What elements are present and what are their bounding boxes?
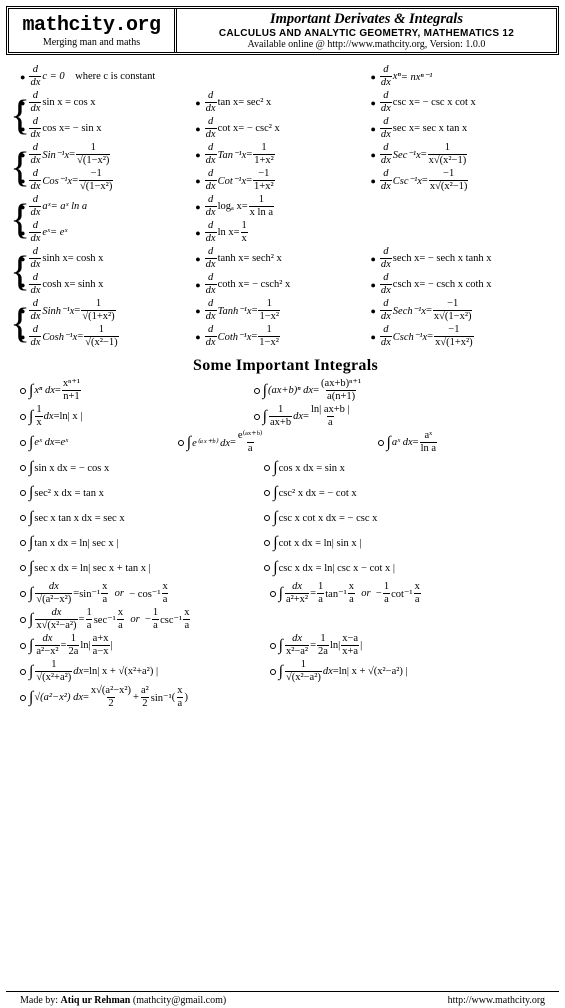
site-name: mathcity.org <box>22 14 160 37</box>
page-root: mathcity.org Merging man and maths Impor… <box>0 0 565 1008</box>
int-r13: ∫√(a²−x²) dx = x√(a²−x²)2+a²2sin⁻¹(xa) <box>20 686 551 709</box>
int-trig-row: ∫tan x dx = ln| sec x |∫cot x dx = ln| s… <box>20 532 551 554</box>
footer-right: http://www.mathcity.org <box>448 995 545 1006</box>
rhs: = nxⁿ⁻¹ <box>401 71 433 83</box>
title-sub: CALCULUS AND ANALYTIC GEOMETRY, MATHEMAT… <box>219 28 514 39</box>
int-trig-row: ∫sec x tan x dx = sec x∫csc x cot x dx =… <box>20 507 551 529</box>
title-main: Important Derivates & Integrals <box>270 11 463 28</box>
footer-left: Made by: Atiq ur Rehman (mathcity@gmail.… <box>20 995 226 1006</box>
group-explog: { ●ddxaˣ= aˣ ln a●ddxlogₐ x = 1x ln a ●d… <box>20 195 551 247</box>
group-trig: { ●ddxsin x = cos x●ddxtan x= sec² x●ddx… <box>20 91 551 143</box>
footer: Made by: Atiq ur Rehman (mathcity@gmail.… <box>6 991 559 1006</box>
f: c = 0 <box>42 71 64 82</box>
lhs: xⁿ <box>393 71 401 82</box>
group-invtrig: { ●ddxSin⁻¹x=1√(1−x²)●ddxTan⁻¹x=11+x²●dd… <box>20 143 551 195</box>
tagline: Merging man and maths <box>43 37 140 48</box>
int-r3: ∫eˣ dx=eˣ ∫e⁽ᵃˣ⁺ᵇ⁾ dx=e⁽ᵃˣ⁺ᵇ⁾a ∫aˣ dx=aˣ… <box>20 431 551 454</box>
int-r11: ∫dxa²−x² = 12aln|a+xa−x| ∫dxx²−a² = 12al… <box>20 634 551 657</box>
page-header: mathcity.org Merging man and maths Impor… <box>6 6 559 55</box>
title-info: Available online @ http://www.mathcity.o… <box>248 39 486 50</box>
content: ●ddxc = 0 where c is constant ●ddxxⁿ= nx… <box>6 61 559 991</box>
int-trig-row: ∫sin x dx = − cos x∫cos x dx = sin x <box>20 457 551 479</box>
int-trig-row: ∫sec² x dx = tan x∫csc² x dx = − cot x <box>20 482 551 504</box>
integrals-title: Some Important Integrals <box>20 357 551 375</box>
int-trig-row: ∫sec x dx = ln| sec x + tan x |∫csc x dx… <box>20 557 551 579</box>
int-r1: ∫xⁿ dx = xⁿ⁺¹n+1 ∫(ax+b)ⁿ dx = (ax+b)ⁿ⁺¹… <box>20 379 551 402</box>
int-r10: ∫dxx√(x²−a²) = 1asec⁻¹xa or −1acsc⁻¹xa <box>20 608 551 631</box>
int-r12: ∫1√(x²+a²)dx = ln| x + √(x²+a²) | ∫1√(x²… <box>20 660 551 683</box>
int-r2: ∫1xdx=ln| x | ∫1ax+bdx=ln| ax+b |a <box>20 405 551 428</box>
int-r9: ∫dx√(a²−x²) = sin⁻¹xa or − cos⁻¹xa ∫dxa²… <box>20 582 551 605</box>
group-hyper: { ●ddxsinh x= cosh x●ddxtanh x= sech² x●… <box>20 247 551 299</box>
group-invhyper: { ●ddxSinh⁻¹x=1√(1+x²)●ddxTanh⁻¹x=11−x²●… <box>20 299 551 351</box>
header-right: Important Derivates & Integrals CALCULUS… <box>177 9 556 52</box>
header-left: mathcity.org Merging man and maths <box>9 9 177 52</box>
deriv-row-intro: ●ddxc = 0 where c is constant ●ddxxⁿ= nx… <box>20 65 551 88</box>
note: where c is constant <box>75 71 155 82</box>
